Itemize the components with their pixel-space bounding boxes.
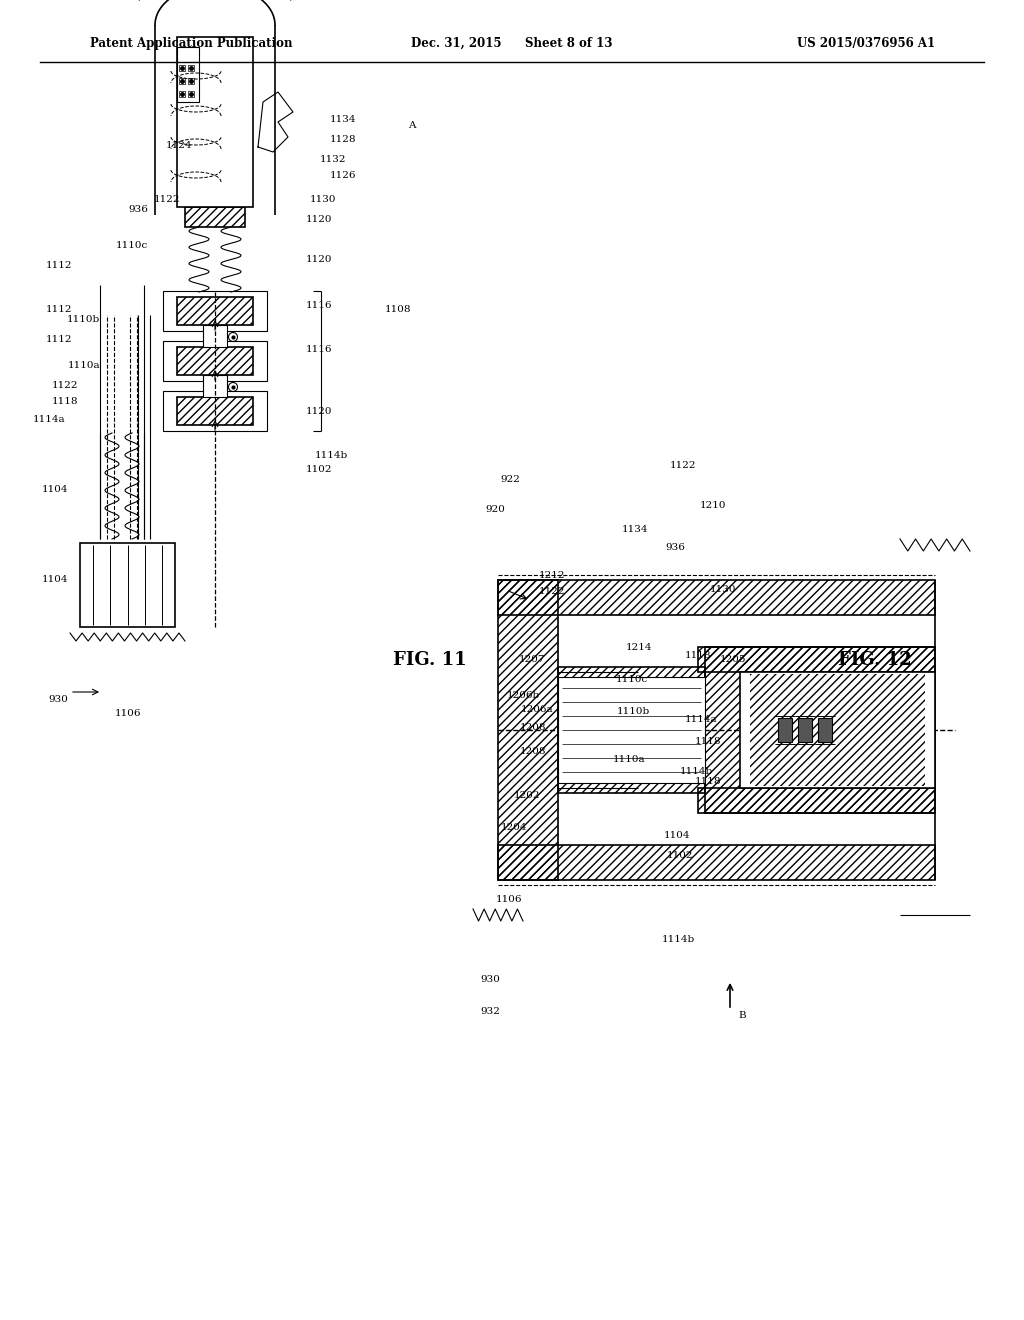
Text: 1134: 1134 — [330, 116, 356, 124]
Bar — [558, 667, 705, 793]
Text: 936: 936 — [665, 544, 685, 553]
Text: 930: 930 — [48, 696, 68, 705]
Text: 1124: 1124 — [166, 140, 193, 149]
Text: 1102: 1102 — [306, 466, 333, 474]
Bar — [705, 647, 935, 813]
Text: A: A — [408, 120, 416, 129]
Text: 1122: 1122 — [670, 461, 696, 470]
Bar — [818, 718, 831, 742]
Text: 1106: 1106 — [496, 895, 522, 904]
Text: 1114b: 1114b — [680, 767, 714, 776]
Text: 1110c: 1110c — [615, 676, 648, 685]
Bar — [740, 672, 935, 788]
Text: 1120: 1120 — [306, 215, 333, 224]
Bar — [177, 347, 253, 375]
Text: 930: 930 — [480, 975, 500, 985]
Text: 1212: 1212 — [539, 570, 565, 579]
Text: 1122: 1122 — [154, 195, 180, 205]
Text: 1208: 1208 — [519, 747, 546, 756]
Text: 1110c: 1110c — [116, 240, 148, 249]
Text: 1126: 1126 — [330, 170, 356, 180]
Text: 1108: 1108 — [385, 305, 412, 314]
Text: Patent Application Publication: Patent Application Publication — [90, 37, 293, 49]
Text: FIG. 11: FIG. 11 — [393, 651, 467, 669]
Text: 1102: 1102 — [667, 850, 693, 859]
Bar — [203, 375, 227, 397]
Text: 1106: 1106 — [115, 710, 141, 718]
Text: 1112: 1112 — [45, 335, 72, 345]
Text: 1210: 1210 — [700, 500, 726, 510]
Bar — [177, 48, 199, 102]
Text: 1128: 1128 — [330, 136, 356, 144]
Text: 1130: 1130 — [310, 195, 337, 205]
Text: 936: 936 — [128, 206, 148, 214]
Text: 1207: 1207 — [518, 656, 545, 664]
Text: 1110b: 1110b — [616, 708, 650, 717]
Text: 1120: 1120 — [306, 256, 333, 264]
Text: B: B — [738, 1011, 745, 1019]
Bar — [177, 397, 253, 425]
Text: FIG. 12: FIG. 12 — [839, 651, 911, 669]
Text: 1114a: 1114a — [685, 715, 718, 725]
Text: 1205: 1205 — [720, 656, 746, 664]
Text: 922: 922 — [500, 475, 520, 484]
Text: 1104: 1104 — [42, 486, 68, 495]
Bar — [177, 297, 253, 325]
Text: 920: 920 — [485, 506, 505, 515]
Text: 1202: 1202 — [513, 791, 540, 800]
Text: 1104: 1104 — [42, 576, 68, 585]
Text: 932: 932 — [480, 1007, 500, 1016]
Text: 1114b: 1114b — [662, 936, 695, 945]
Bar — [498, 579, 935, 615]
Text: 1118: 1118 — [695, 777, 722, 787]
Text: 1110b: 1110b — [67, 315, 100, 325]
Bar — [163, 290, 267, 331]
Bar — [778, 718, 792, 742]
Text: 1114a: 1114a — [33, 416, 65, 425]
Text: 1206a: 1206a — [520, 705, 553, 714]
Text: 1116: 1116 — [306, 346, 333, 355]
Text: 1110a: 1110a — [68, 360, 100, 370]
Bar — [698, 788, 935, 813]
Bar — [80, 543, 175, 627]
Text: 1114b: 1114b — [315, 450, 348, 459]
Text: Dec. 31, 2015  Sheet 8 of 13: Dec. 31, 2015 Sheet 8 of 13 — [412, 37, 612, 49]
Text: 1112: 1112 — [45, 260, 72, 269]
Bar — [498, 845, 935, 880]
Bar — [750, 675, 925, 785]
Text: 1104: 1104 — [664, 830, 690, 840]
Bar — [163, 391, 267, 432]
Bar — [798, 718, 812, 742]
Text: 1206b: 1206b — [507, 690, 540, 700]
Bar — [203, 325, 227, 347]
Text: 1122: 1122 — [539, 587, 565, 597]
Bar — [698, 647, 935, 672]
Text: 1118: 1118 — [695, 738, 722, 747]
Bar — [177, 37, 253, 207]
Text: 1118: 1118 — [51, 397, 78, 407]
Text: 1204: 1204 — [501, 824, 527, 833]
Text: 1112: 1112 — [45, 305, 72, 314]
Text: 1116: 1116 — [306, 301, 333, 309]
Text: 1214: 1214 — [626, 644, 652, 652]
Text: 1134: 1134 — [622, 525, 648, 535]
Text: US 2015/0376956 A1: US 2015/0376956 A1 — [797, 37, 935, 49]
Text: 1130: 1130 — [710, 586, 736, 594]
Bar — [163, 341, 267, 381]
Text: 1208: 1208 — [519, 722, 546, 731]
Text: 1118: 1118 — [685, 651, 712, 660]
Text: 1122: 1122 — [51, 380, 78, 389]
Text: 1132: 1132 — [319, 156, 346, 165]
Bar — [558, 677, 705, 783]
Text: 1110a: 1110a — [612, 755, 645, 764]
Bar — [185, 207, 245, 227]
Text: 1120: 1120 — [306, 408, 333, 417]
Bar — [498, 579, 558, 880]
